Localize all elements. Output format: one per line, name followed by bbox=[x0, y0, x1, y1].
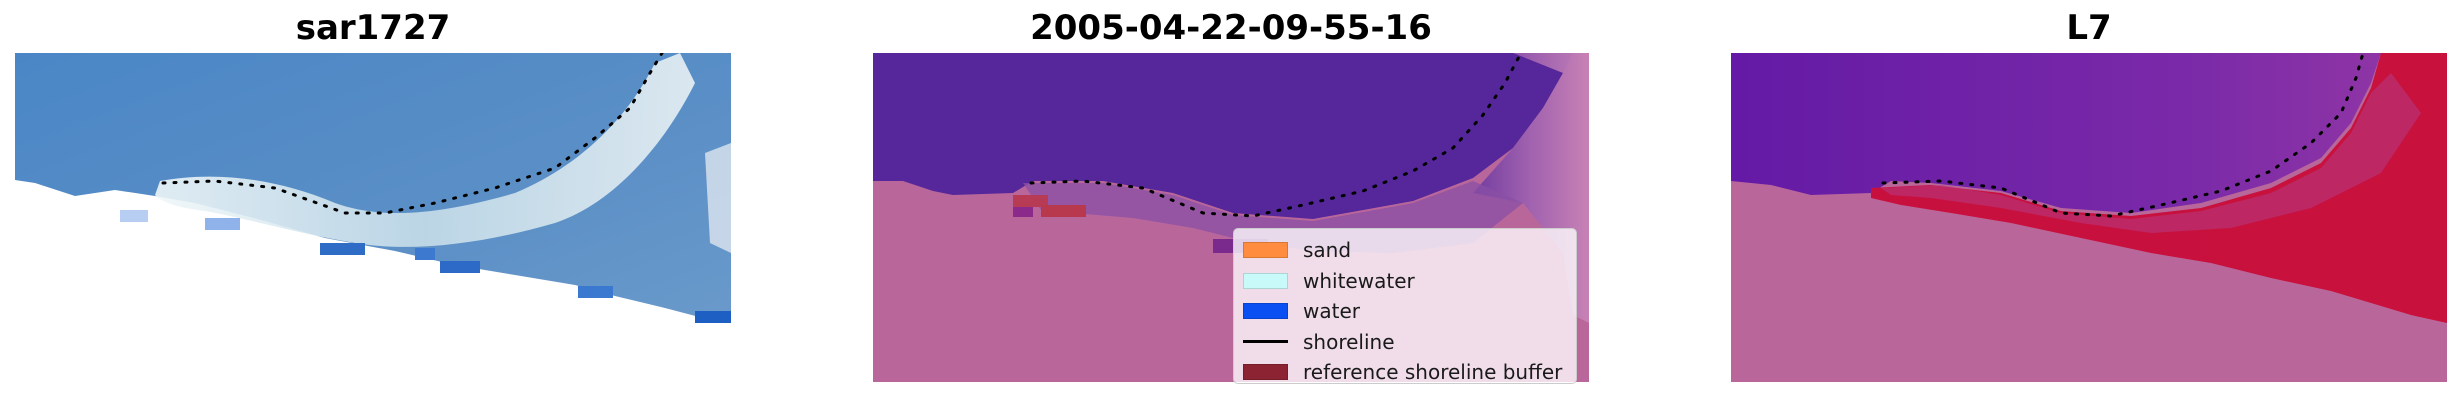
reference-buffer-swatch bbox=[1243, 364, 1288, 381]
rgb-image-panel bbox=[15, 53, 731, 382]
classification-panel bbox=[873, 53, 1589, 382]
shoreline-line bbox=[161, 53, 664, 215]
panel-title-index: L7 bbox=[2066, 8, 2112, 48]
whitewater-swatch bbox=[1243, 272, 1288, 289]
legend-item-water: water bbox=[1243, 296, 1566, 327]
legend-item-reference-buffer: reference shoreline buffer bbox=[1243, 357, 1566, 388]
shoreline-line-classification bbox=[1029, 53, 1523, 218]
legend-item-shoreline: shoreline bbox=[1243, 327, 1566, 358]
index-panel bbox=[1731, 53, 2447, 382]
sand-swatch bbox=[1243, 242, 1288, 259]
shoreline-swatch bbox=[1243, 340, 1288, 344]
water-swatch bbox=[1243, 303, 1288, 320]
index-image bbox=[1731, 53, 2447, 382]
legend-item-sand: sand bbox=[1243, 235, 1566, 266]
panel-title-classification: 2005-04-22-09-55-16 bbox=[1030, 8, 1432, 48]
legend-label: shoreline bbox=[1303, 329, 1395, 354]
legend-item-whitewater: whitewater bbox=[1243, 266, 1566, 297]
shoreline-line-index bbox=[1881, 53, 2365, 218]
legend-label: water bbox=[1303, 299, 1360, 324]
rgb-satellite-image bbox=[15, 53, 731, 323]
legend-label: reference shoreline buffer bbox=[1303, 360, 1563, 385]
legend-label: whitewater bbox=[1303, 268, 1415, 293]
legend-label: sand bbox=[1303, 238, 1352, 263]
legend: sand whitewater water shoreline referenc… bbox=[1233, 228, 1577, 384]
classification-image bbox=[873, 53, 1589, 382]
panel-title-rgb: sar1727 bbox=[295, 8, 451, 48]
